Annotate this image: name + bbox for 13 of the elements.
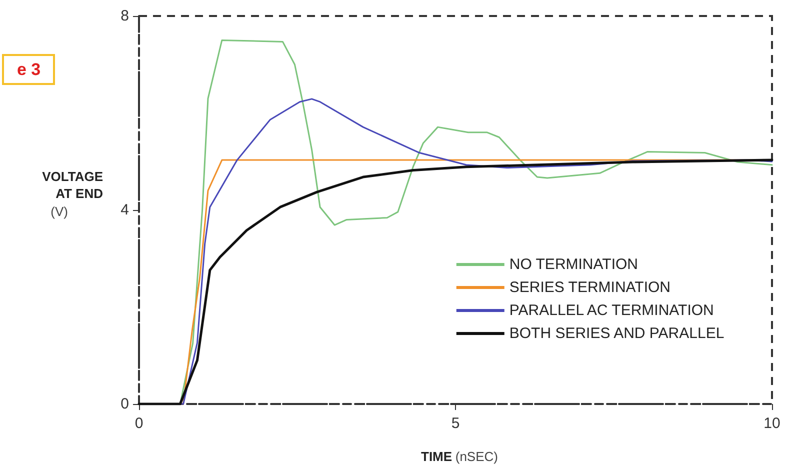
legend-label: SERIES TERMINATION: [509, 279, 671, 296]
text: e 3: [17, 60, 41, 79]
x-tick-label: 0: [134, 415, 144, 432]
y-tick-label: 4: [120, 202, 129, 218]
x-tick-label: 5: [451, 415, 460, 432]
x-axis-title: TIME (nSEC): [421, 449, 498, 464]
y-tick-label: 8: [120, 8, 129, 24]
legend-label: BOTH SERIES AND PARALLEL: [509, 325, 724, 342]
y-tick-label: 0: [120, 396, 129, 412]
legend-label: PARALLEL AC TERMINATION: [509, 302, 714, 319]
legend-label: NO TERMINATION: [509, 256, 638, 273]
x-tick-label: 10: [764, 415, 780, 432]
y-axis-title: VOLTAGE AT END (V): [42, 169, 104, 219]
